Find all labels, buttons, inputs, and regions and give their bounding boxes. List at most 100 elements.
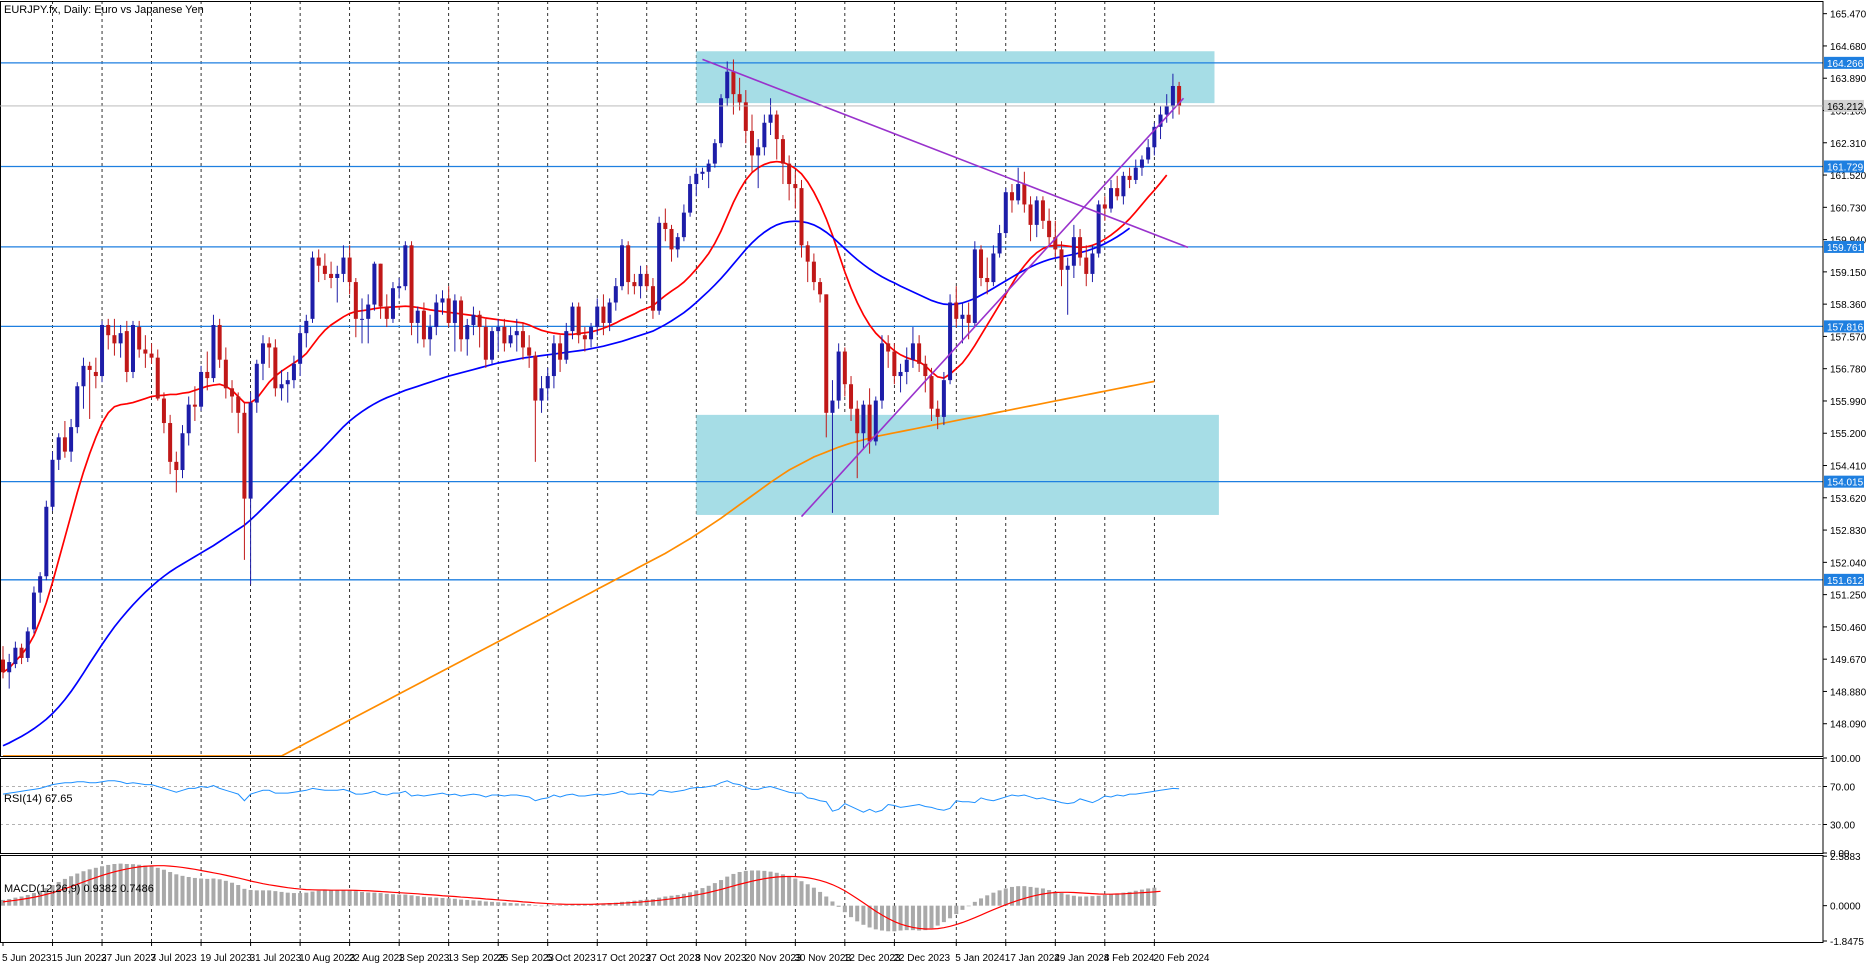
candle-body [1078, 237, 1083, 258]
macd-title: MACD(12,26,9) 0.9382 0.7486 [4, 883, 154, 895]
candle [1059, 241, 1064, 287]
macd-histogram-bar [106, 864, 111, 906]
candle [1016, 167, 1021, 205]
candle-body [824, 294, 829, 413]
macd-histogram-bar [87, 869, 92, 906]
candle [935, 400, 940, 430]
candle-body [576, 306, 581, 336]
x-tick-label: 27 Jun 2023 [101, 953, 156, 964]
macd-histogram-bar [322, 890, 327, 906]
macd-histogram-bar [991, 892, 996, 906]
candle-body [954, 302, 959, 319]
candle [335, 265, 340, 303]
macd-histogram-bar [966, 905, 971, 907]
candle [390, 282, 395, 323]
rsi-line [2, 780, 1180, 813]
macd-histogram-bar [1053, 891, 1058, 906]
candle-body [607, 302, 612, 323]
level-price-tag-label: 151.612 [1827, 576, 1864, 587]
candle-body [941, 380, 946, 417]
candle [260, 335, 265, 381]
candle [700, 167, 705, 180]
candle-body [991, 253, 996, 283]
macd-histogram-bar [675, 894, 680, 906]
candle [1, 646, 5, 679]
price-tick-label: 153.620 [1830, 494, 1866, 505]
candle-body [879, 343, 884, 401]
candle-body [985, 277, 990, 283]
macd-histogram-bar [316, 890, 321, 906]
macd-histogram-bar [830, 901, 835, 906]
macd-histogram-bar [390, 894, 395, 906]
ascending-trendline[interactable] [800, 97, 1185, 518]
candle-body [341, 257, 346, 274]
candle-body [112, 335, 117, 344]
candle [582, 327, 587, 352]
macd-panel-frame [0, 855, 1824, 943]
candle-body [211, 324, 216, 379]
candle [923, 355, 928, 393]
candle-body [811, 261, 816, 283]
candle-body [663, 222, 668, 229]
candle-body [694, 173, 699, 185]
macd-histogram-bar [626, 901, 631, 906]
candle-body [242, 412, 247, 499]
candle-body [1115, 188, 1120, 197]
macd-tick-label: 2.5883 [1830, 852, 1861, 863]
candle-body [56, 437, 61, 460]
macd-histogram-bar [892, 905, 897, 932]
descending-trendline[interactable] [702, 58, 1189, 249]
candle-body [520, 331, 525, 348]
candle-body [378, 263, 383, 307]
candle [1170, 73, 1175, 119]
candle-body [366, 304, 371, 319]
price-tick-label: 163.890 [1830, 74, 1866, 85]
candle-body [1139, 159, 1144, 168]
macd-histogram-bar [180, 875, 185, 906]
candle [1047, 208, 1052, 246]
candle-body [966, 314, 971, 323]
candle-body [749, 130, 754, 156]
candle-body [230, 388, 235, 397]
macd-histogram-bar [1016, 886, 1021, 906]
macd-histogram-bar [409, 895, 414, 906]
candle [749, 114, 754, 172]
candle [471, 306, 476, 336]
candle-body [688, 184, 693, 213]
candle-body [1047, 220, 1052, 238]
candle [836, 343, 841, 409]
macd-histogram-bar [168, 872, 173, 906]
candle [322, 253, 327, 281]
x-tick-label: 30 Nov 2023 [794, 953, 851, 964]
candle [712, 139, 717, 168]
macd-histogram-bar [329, 890, 334, 906]
macd-histogram-bar [69, 876, 74, 906]
candle-body [483, 327, 488, 360]
candle-body [390, 288, 395, 319]
candle [248, 392, 253, 585]
macd-histogram-bar [1152, 887, 1157, 906]
macd-histogram-bar [737, 872, 742, 906]
price-tick-label: 149.670 [1830, 655, 1866, 666]
candle [1133, 159, 1138, 185]
candle [465, 318, 470, 356]
candle-body [527, 347, 532, 356]
candle-body [632, 282, 637, 287]
candle [824, 294, 829, 438]
candle [917, 335, 922, 372]
candle-body [223, 359, 228, 389]
macd-histogram-bar [725, 876, 730, 906]
candle-body [551, 343, 556, 377]
candle [236, 392, 241, 434]
macd-histogram-bar [749, 870, 754, 906]
macd-histogram-bar [861, 905, 866, 925]
candle-body [452, 300, 457, 323]
candle [93, 357, 98, 389]
candle [372, 261, 377, 311]
candle-body [93, 371, 98, 377]
price-tick-label: 152.830 [1830, 526, 1866, 537]
macd-histogram-bar [260, 890, 265, 906]
candle-body [477, 314, 482, 328]
macd-histogram-bar [13, 897, 18, 906]
x-tick-label: 8 Nov 2023 [695, 953, 747, 964]
